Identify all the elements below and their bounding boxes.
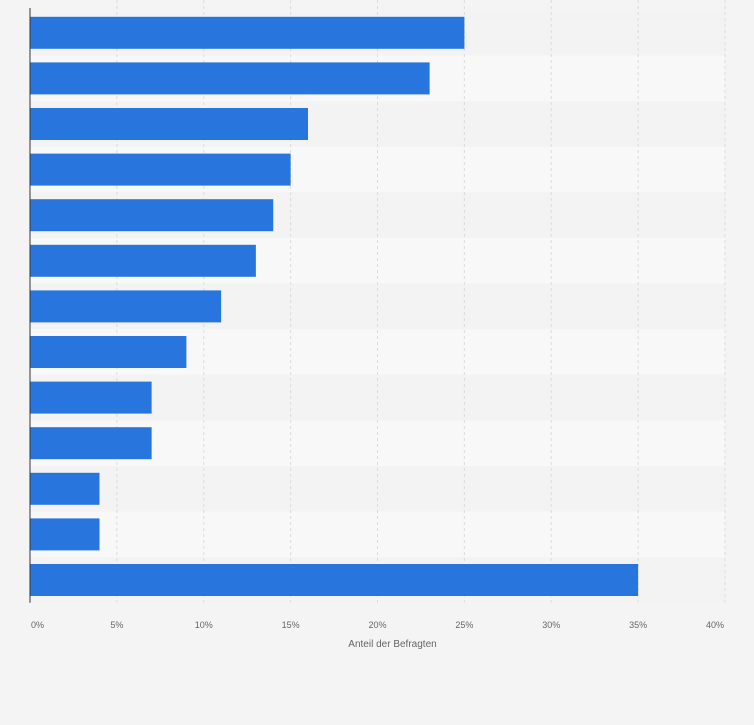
bar[interactable] bbox=[30, 564, 639, 596]
bar[interactable] bbox=[30, 62, 430, 95]
x-tick-label: 35% bbox=[629, 620, 647, 630]
x-tick-label: 20% bbox=[368, 620, 386, 630]
x-tick-label: 25% bbox=[455, 620, 473, 630]
bars bbox=[30, 16, 639, 596]
x-tick-label: 5% bbox=[110, 620, 123, 630]
x-tick-labels: 0% 5% 10% 15% 20% 25% 30% 35% 40% bbox=[31, 620, 724, 630]
bar[interactable] bbox=[30, 381, 152, 414]
x-tick-label: 30% bbox=[542, 620, 560, 630]
x-axis-label: Anteil der Befragten bbox=[348, 639, 436, 650]
bar[interactable] bbox=[30, 108, 308, 140]
bar[interactable] bbox=[30, 336, 187, 368]
bar[interactable] bbox=[30, 244, 256, 277]
bar[interactable] bbox=[30, 427, 152, 460]
x-tick-label: 10% bbox=[195, 620, 213, 630]
bar[interactable] bbox=[30, 472, 100, 505]
bar[interactable] bbox=[30, 518, 100, 551]
x-tick-label: 0% bbox=[31, 620, 44, 630]
bar[interactable] bbox=[30, 290, 222, 323]
x-tick-label: 15% bbox=[282, 620, 300, 630]
x-tick-label: 40% bbox=[706, 620, 724, 630]
bar[interactable] bbox=[30, 199, 274, 232]
bar[interactable] bbox=[30, 16, 465, 49]
bar[interactable] bbox=[30, 153, 291, 186]
